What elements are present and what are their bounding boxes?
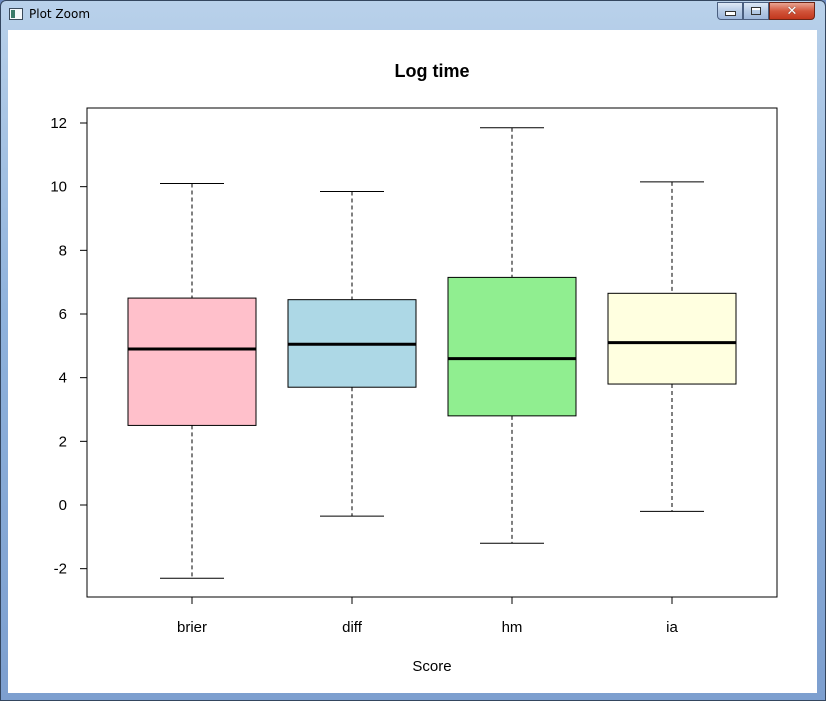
- close-button[interactable]: ✕: [769, 2, 815, 20]
- maximize-button[interactable]: [743, 2, 769, 20]
- maximize-icon: [751, 7, 761, 15]
- minimize-icon: [724, 11, 736, 16]
- minimize-button[interactable]: [717, 2, 743, 20]
- plot-frame: [86, 107, 778, 598]
- y-tick-label: 0: [59, 497, 67, 514]
- y-tick-label: 4: [59, 370, 67, 387]
- y-tick-label: 12: [50, 115, 67, 132]
- x-tick-label: hm: [502, 619, 523, 636]
- y-tick-label: 6: [59, 306, 67, 323]
- y-tick-label: 2: [59, 433, 67, 450]
- y-tick-label: 8: [59, 242, 67, 259]
- y-tick-label: 10: [50, 179, 67, 196]
- title-bar[interactable]: Plot Zoom ✕: [1, 1, 825, 29]
- box-hm: [447, 276, 577, 417]
- plot-area: -2 0 2 4 6 8 10 12 brier diff hm ia: [50, 107, 778, 636]
- x-axis-label: Score: [412, 658, 451, 675]
- x-tick-label: brier: [177, 619, 207, 636]
- x-tick-label: ia: [666, 619, 678, 636]
- box-ia: [607, 292, 737, 385]
- x-tick-label: diff: [342, 619, 363, 636]
- r-plot-icon: [9, 8, 23, 20]
- close-icon: ✕: [786, 3, 798, 19]
- box-brier: [127, 297, 257, 426]
- chart-title: Log time: [395, 61, 470, 81]
- window-title: Plot Zoom: [29, 7, 91, 21]
- y-tick-label: -2: [54, 561, 67, 578]
